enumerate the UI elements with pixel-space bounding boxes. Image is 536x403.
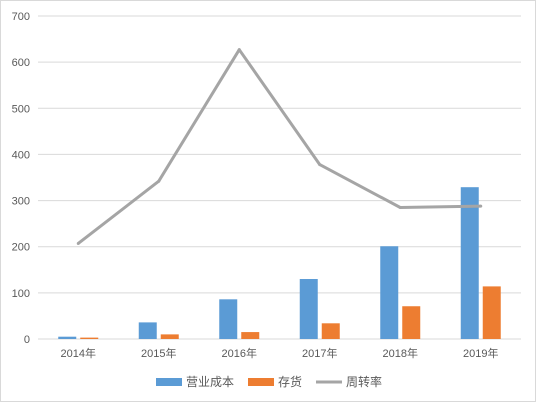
bar-inventory bbox=[160, 334, 179, 339]
y-tick-label: 300 bbox=[12, 196, 30, 208]
legend-swatch bbox=[248, 378, 274, 386]
turnover-point bbox=[237, 48, 241, 52]
y-tick-label: 100 bbox=[12, 288, 30, 300]
turnover-line bbox=[77, 48, 481, 245]
turnover-point bbox=[479, 204, 483, 208]
turnover-point bbox=[157, 179, 161, 183]
legend-label: 存货 bbox=[278, 374, 302, 389]
x-tick-label: 2019年 bbox=[463, 346, 498, 360]
turnover-point bbox=[318, 163, 322, 167]
bar-inventory bbox=[482, 286, 501, 339]
y-tick-label: 500 bbox=[12, 103, 30, 115]
y-tick-label: 0 bbox=[24, 334, 30, 346]
bar-cost bbox=[219, 299, 238, 339]
bar-inventory bbox=[321, 323, 340, 339]
x-tick-label: 2018年 bbox=[383, 346, 418, 360]
bar-cost bbox=[380, 246, 399, 339]
bar-inventory bbox=[241, 332, 260, 339]
bar-inventory bbox=[402, 306, 421, 339]
bar-inventory bbox=[80, 337, 99, 339]
x-tick-label: 2017年 bbox=[302, 346, 337, 360]
y-tick-label: 400 bbox=[12, 149, 30, 161]
bar-cost bbox=[299, 279, 318, 339]
bar-cost bbox=[138, 322, 157, 339]
legend-swatch bbox=[156, 378, 182, 386]
legend-label: 周转率 bbox=[346, 374, 382, 389]
x-tick-label: 2015年 bbox=[141, 346, 176, 360]
turnover-point bbox=[398, 205, 402, 209]
y-tick-label: 200 bbox=[12, 242, 30, 254]
x-tick-label: 2014年 bbox=[61, 346, 96, 360]
bar-cost bbox=[460, 187, 479, 339]
x-tick-label: 2016年 bbox=[222, 346, 257, 360]
y-tick-label: 700 bbox=[12, 11, 30, 23]
y-tick-label: 600 bbox=[12, 57, 30, 69]
turnover-point bbox=[76, 241, 80, 245]
legend-label: 营业成本 bbox=[186, 375, 234, 389]
bar-cost bbox=[58, 336, 77, 339]
